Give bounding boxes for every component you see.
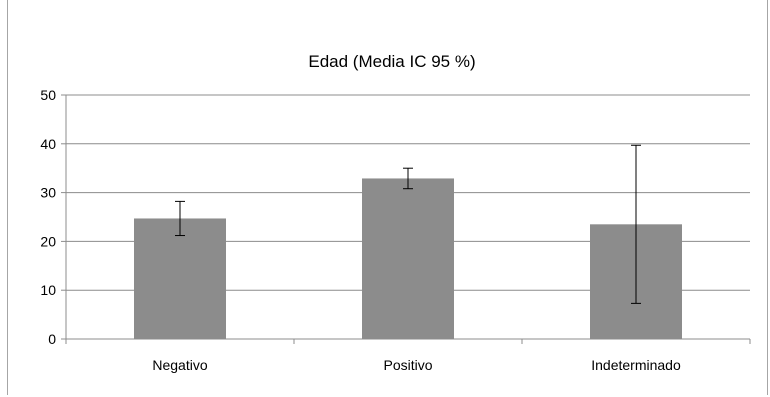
y-tick-label: 20 — [40, 233, 56, 249]
bar-positivo — [362, 178, 454, 339]
bars — [134, 178, 682, 339]
error-bars — [175, 144, 641, 304]
bar-negativo — [134, 218, 226, 339]
chart-title: Edad (Media IC 95 %) — [308, 52, 475, 71]
y-tick-label: 10 — [40, 282, 56, 298]
y-tick-label: 0 — [48, 331, 56, 347]
axes — [61, 94, 751, 344]
labels: 0 10 20 30 40 50 Negativo Positivo Indeterminado — [40, 87, 681, 373]
y-tick-label: 40 — [40, 136, 56, 152]
x-category-label: Indeterminado — [591, 357, 681, 373]
x-category-label: Positivo — [383, 357, 432, 373]
chart-frame — [7, 0, 768, 395]
y-tick-label: 30 — [40, 185, 56, 201]
y-tick-label: 50 — [40, 87, 56, 103]
x-category-label: Negativo — [152, 357, 207, 373]
